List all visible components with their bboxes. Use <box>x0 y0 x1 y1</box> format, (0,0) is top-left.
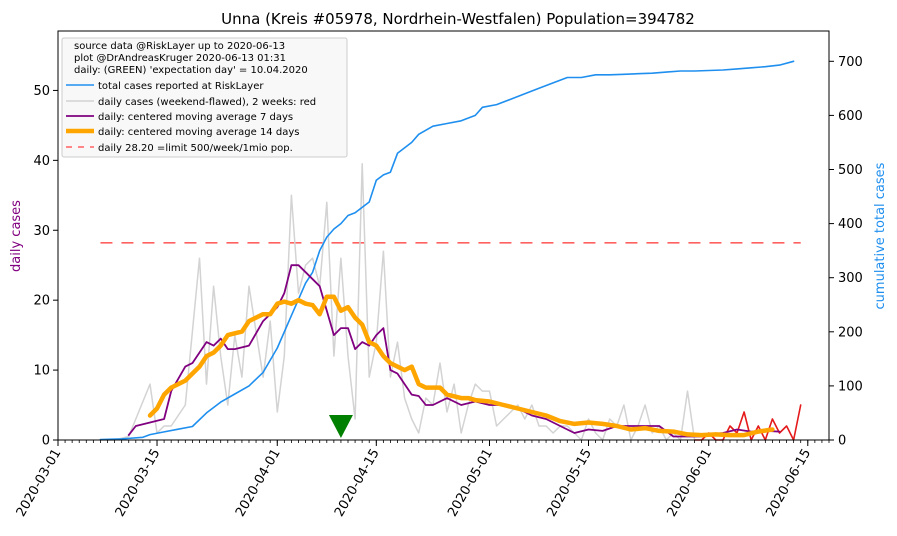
legend-info-line-1: source data @RiskLayer up to 2020-06-13 <box>74 41 285 52</box>
y-right-tick-label: 300 <box>838 271 863 286</box>
series-total <box>99 60 795 441</box>
y-right-tick-label: 600 <box>838 109 863 124</box>
x-tick-label: 2020-06-01 <box>664 447 715 520</box>
x-tick-label: 2020-05-01 <box>445 447 496 520</box>
y-right-tick-label: 400 <box>838 217 863 232</box>
y-right-tick-label: 200 <box>838 325 863 340</box>
x-tick-label: 2020-04-15 <box>332 447 383 520</box>
x-tick-label: 2020-05-15 <box>544 447 595 520</box>
series-ma14 <box>147 294 775 438</box>
y-left-tick-label: 20 <box>33 294 50 309</box>
legend-label-total: total cases reported at RiskLayer <box>98 81 264 92</box>
x-tick-label: 2020-04-01 <box>233 447 284 520</box>
legend-label-daily-raw: daily cases (weekend-flawed), 2 weeks: r… <box>98 97 316 108</box>
legend-info-line-3: daily: (GREEN) 'expectation day' = 10.04… <box>74 65 308 76</box>
x-tick-label: 2020-03-15 <box>113 447 164 520</box>
chart-title: Unna (Kreis #05978, Nordrhein-Westfalen)… <box>221 10 695 28</box>
y-right-tick-label: 100 <box>838 379 863 394</box>
y-left-tick-label: 10 <box>33 364 50 379</box>
series-daily-raw <box>99 163 696 441</box>
y-left-tick-label: 40 <box>33 154 50 169</box>
y-left-tick-label: 50 <box>33 84 50 99</box>
legend-info-line-2: plot @DrAndreasKruger 2020-06-13 01:31 <box>74 53 286 64</box>
legend-label-ma14: daily: centered moving average 14 days <box>98 127 299 138</box>
expectation-day-marker <box>328 415 353 438</box>
y-axis-label-left: daily cases <box>9 200 24 272</box>
marker-layer <box>328 415 353 438</box>
series-ma7 <box>127 264 781 438</box>
x-tick-label: 2020-03-01 <box>14 447 65 520</box>
y-left-tick-label: 0 <box>42 434 50 449</box>
x-tick-label: 2020-06-15 <box>763 447 814 520</box>
y-right-tick-label: 0 <box>838 434 846 449</box>
plot-frame <box>57 30 830 441</box>
y-right-tick-label: 700 <box>838 55 863 70</box>
legend-box <box>61 37 348 158</box>
legend-label-limit: daily 28.20 =limit 500/week/1mio pop. <box>98 143 293 154</box>
legend: source data @RiskLayer up to 2020-06-13 … <box>61 37 348 158</box>
y-axis-label-right: cumulative total cases <box>873 162 888 309</box>
legend-label-ma7: daily: centered moving average 7 days <box>98 112 293 123</box>
y-right-tick-label: 500 <box>838 163 863 178</box>
y-left-tick-label: 30 <box>33 224 50 239</box>
